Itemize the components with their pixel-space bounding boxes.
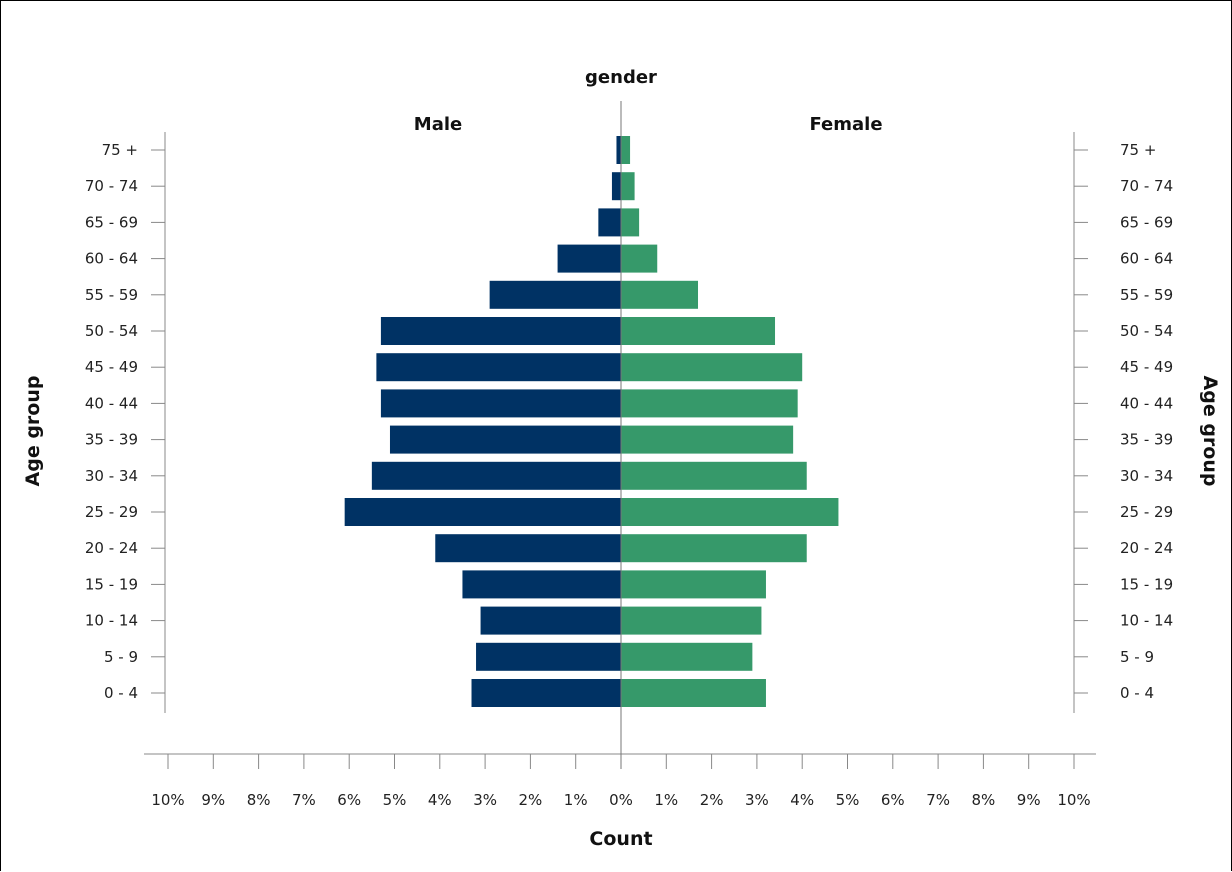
x-tick-label: 6% [337, 791, 361, 809]
x-tick-label: 8% [972, 791, 996, 809]
bar-male [376, 353, 621, 382]
y-tick-label-left: 20 - 24 [85, 539, 138, 557]
x-tick-label: 0% [609, 791, 633, 809]
x-tick-label: 5% [383, 791, 407, 809]
bar-male [380, 317, 621, 345]
bar-female [621, 425, 794, 454]
series-label-male: Male [414, 114, 462, 135]
y-tick-label-right: 10 - 14 [1120, 612, 1173, 630]
bar-male [489, 280, 621, 309]
bar-female [621, 606, 762, 635]
bar-female [621, 389, 798, 418]
x-tick-label: 2% [700, 791, 724, 809]
y-tick-label-right: 15 - 19 [1120, 575, 1173, 593]
bar-male [616, 136, 621, 164]
y-tick-label-right: 60 - 64 [1120, 250, 1173, 268]
y-tick-label-left: 75 + [102, 141, 138, 159]
y-tick-label-right: 50 - 54 [1120, 322, 1173, 340]
bar-male [598, 208, 621, 237]
y-axis-title-right: Age group [1199, 376, 1221, 487]
y-tick-label-left: 0 - 4 [104, 684, 138, 702]
y-tick-label-left: 70 - 74 [85, 177, 138, 195]
y-tick-label-left: 45 - 49 [85, 358, 138, 376]
bar-female [621, 461, 807, 490]
x-tick-label: 2% [519, 791, 543, 809]
x-tick-label: 6% [881, 791, 905, 809]
x-tick-label: 9% [201, 791, 225, 809]
bar-male [471, 679, 621, 707]
bar-male [380, 389, 621, 418]
y-tick-label-right: 25 - 29 [1120, 503, 1173, 521]
x-tick-label: 7% [292, 791, 316, 809]
x-tick-label: 1% [564, 791, 588, 809]
x-tick-labels: 10% 9% 8% 7% 6% 5% 4% 3% 2% 1% 0% 1% 2% 3% 4% 5% 6% 7% 8% 9… [151, 791, 1090, 809]
y-tick-labels-left: 75 + 70 - 74 65 - 69 60 - 64 55 - 59 50 - 54 4… [85, 141, 138, 702]
bar-male [462, 570, 621, 599]
y-tick-label-right: 65 - 69 [1120, 213, 1173, 231]
x-tick-label: 10% [1057, 791, 1090, 809]
y-tick-label-right: 20 - 24 [1120, 539, 1173, 557]
y-tick-label-right: 75 + [1120, 141, 1156, 159]
x-tick-label: 4% [790, 791, 814, 809]
y-tick-label-right: 70 - 74 [1120, 177, 1173, 195]
bar-male [389, 425, 621, 454]
bar-female [621, 136, 631, 164]
x-tick-label: 8% [247, 791, 271, 809]
y-tick-label-right: 0 - 4 [1120, 684, 1154, 702]
y-tick-label-left: 65 - 69 [85, 213, 138, 231]
y-tick-label-left: 30 - 34 [85, 467, 138, 485]
bar-female [621, 280, 699, 309]
bar-male [435, 534, 621, 563]
bar-male [344, 498, 621, 526]
bar-male [476, 642, 621, 671]
axes [144, 132, 1096, 769]
y-tick-label-left: 10 - 14 [85, 612, 138, 630]
y-tick-label-right: 55 - 59 [1120, 286, 1173, 304]
y-tick-label-left: 15 - 19 [85, 575, 138, 593]
x-tick-label: 3% [745, 791, 769, 809]
bar-female [621, 353, 803, 382]
x-tick-label: 10% [151, 791, 184, 809]
bar-female [621, 208, 640, 237]
bars [344, 101, 839, 769]
x-tick-label: 3% [473, 791, 497, 809]
y-tick-label-left: 60 - 64 [85, 250, 138, 268]
y-tick-label-right: 35 - 39 [1120, 431, 1173, 449]
bar-male [371, 461, 621, 490]
chart-title: gender [585, 67, 657, 88]
x-tick-label: 1% [654, 791, 678, 809]
y-tick-label-left: 50 - 54 [85, 322, 138, 340]
x-axis-title: Count [589, 828, 652, 850]
y-axis-title-left: Age group [22, 376, 44, 487]
bar-female [621, 244, 658, 273]
bar-female [621, 317, 776, 345]
bar-female [621, 642, 753, 671]
y-tick-label-left: 35 - 39 [85, 431, 138, 449]
bar-female [621, 570, 766, 599]
bar-male [611, 172, 621, 201]
y-tick-label-right: 40 - 44 [1120, 394, 1173, 412]
bar-male [557, 244, 621, 273]
bar-female [621, 498, 839, 526]
bar-female [621, 172, 635, 201]
x-tick-label: 4% [428, 791, 452, 809]
x-tick-label: 5% [836, 791, 860, 809]
y-tick-labels-right: 75 + 70 - 74 65 - 69 60 - 64 55 - 59 50 - 54 4… [1120, 141, 1173, 702]
bar-male [480, 606, 621, 635]
series-label-female: Female [809, 114, 882, 135]
y-tick-label-left: 5 - 9 [104, 648, 138, 666]
y-tick-label-left: 25 - 29 [85, 503, 138, 521]
y-tick-label-right: 30 - 34 [1120, 467, 1173, 485]
x-tick-label: 9% [1017, 791, 1041, 809]
y-tick-label-right: 45 - 49 [1120, 358, 1173, 376]
x-tick-label: 7% [926, 791, 950, 809]
bar-female [621, 534, 807, 563]
y-tick-label-left: 40 - 44 [85, 394, 138, 412]
y-tick-label-left: 55 - 59 [85, 286, 138, 304]
y-tick-label-right: 5 - 9 [1120, 648, 1154, 666]
bar-female [621, 679, 766, 707]
